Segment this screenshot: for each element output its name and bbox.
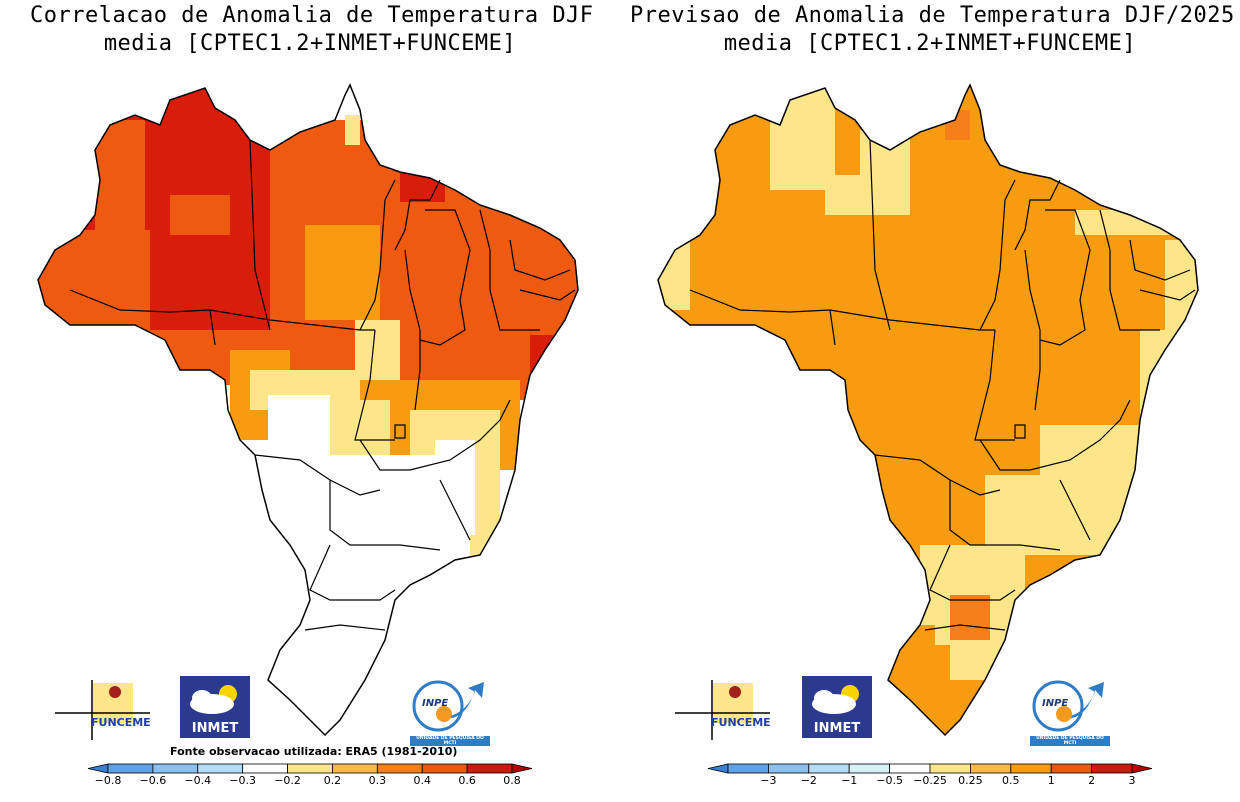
right-title-line2: media [CPTEC1.2+INMET+FUNCEME] (723, 31, 1137, 56)
inpe-label-right: INPE (1042, 698, 1069, 709)
left-colorbar-tick-label: 0.6 (458, 774, 476, 787)
right-map-title: Previsao de Anomalia de Temperatura DJF/… (630, 2, 1235, 58)
left-colorbar-tick-label: 0.8 (503, 774, 521, 787)
right-colorbar-tick-label: −0.5 (876, 774, 903, 787)
funceme-label-right: FUNCEME (711, 716, 771, 729)
left-colorbar-tick-label: −0.6 (140, 774, 167, 787)
right-colorbar-tick-label: 1 (1048, 774, 1055, 787)
inmet-logo-right: INMET (802, 676, 872, 738)
right-colorbar-swatch (889, 763, 931, 774)
right-colorbar-tick-label: −1 (841, 774, 857, 787)
inpe-label-left: INPE (422, 698, 449, 709)
right-colorbar-tick-label: 0.25 (958, 774, 983, 787)
inmet-label-right: INMET (813, 721, 861, 736)
left-map-title: Correlacao de Anomalia de Temperatura DJ… (30, 2, 594, 58)
right-colorbar-low-arrow (707, 763, 729, 774)
left-colorbar-tick-label: −0.8 (95, 774, 122, 787)
right-colorbar-tick-label: 0.5 (1002, 774, 1020, 787)
left-colorbar-tick-label: 0.3 (369, 774, 387, 787)
right-colorbar-swatch (1050, 763, 1093, 774)
right-colorbar-swatch (1010, 763, 1052, 774)
right-colorbar-swatch (727, 763, 769, 774)
right-colorbar-swatch (808, 763, 850, 774)
left-colorbar-tick-label: 0.4 (413, 774, 431, 787)
left-colorbar: −0.8 −0.6 −0.4 −0.3 −0.2 0.2 0.3 0.4 0.6 0.8 (87, 763, 533, 787)
right-colorbar-swatch (929, 763, 971, 774)
right-colorbar-swatch (1091, 763, 1133, 774)
funceme-logo-left: FUNCEME (55, 680, 151, 740)
right-colorbar-tick-label: −0.25 (913, 774, 947, 787)
inmet-label-left: INMET (191, 721, 239, 736)
right-colorbar-tick-label: 3 (1129, 774, 1136, 787)
right-title-line1: Previsao de Anomalia de Temperatura DJF/… (630, 3, 1235, 28)
right-colorbar-high-arrow (1131, 763, 1153, 774)
left-colorbar-swatch (287, 763, 333, 774)
inpe-sub-left: UNIDADE DE PESQUISA DO MCTI (410, 736, 490, 746)
left-colorbar-tick-label: −0.2 (274, 774, 301, 787)
left-colorbar-tick-label: −0.4 (184, 774, 211, 787)
inpe-logo-right: INPE UNIDADE DE PESQUISA DO MCTI (1030, 678, 1110, 746)
sun-cloud-icon (190, 685, 237, 714)
inpe-sub-right: UNIDADE DE PESQUISA DO MCTI (1030, 736, 1110, 746)
funceme-logo-right: FUNCEME (675, 680, 771, 740)
left-colorbar-swatch (152, 763, 199, 774)
inmet-logo-left: INMET (180, 676, 250, 738)
right-colorbar-swatch (767, 763, 810, 774)
left-colorbar-low-arrow (87, 763, 109, 774)
right-colorbar-swatch (969, 763, 1012, 774)
right-colorbar-tick-label: −3 (760, 774, 776, 787)
left-colorbar-tick-label: 0.2 (324, 774, 342, 787)
right-map (657, 84, 1199, 736)
left-title-line1: Correlacao de Anomalia de Temperatura DJ… (30, 3, 594, 28)
left-title-line2: media [CPTEC1.2+INMET+FUNCEME] (103, 31, 517, 56)
right-colorbar: −3 −2 −1 −0.5 −0.25 0.25 0.5 1 2 3 (707, 763, 1153, 787)
left-source-note: Fonte observacao utilizada: ERA5 (1981-2… (170, 745, 458, 758)
sun-cloud-icon (812, 685, 859, 714)
left-colorbar-swatch (242, 763, 288, 774)
left-colorbar-high-arrow (511, 763, 533, 774)
left-colorbar-swatch (466, 763, 513, 774)
left-colorbar-swatch (376, 763, 423, 774)
left-colorbar-swatch (197, 763, 244, 774)
left-colorbar-tick-label: −0.3 (229, 774, 256, 787)
left-colorbar-swatch (421, 763, 468, 774)
left-map (37, 84, 579, 736)
funceme-label-left: FUNCEME (91, 716, 151, 729)
right-colorbar-tick-label: −2 (801, 774, 817, 787)
right-colorbar-tick-label: 2 (1088, 774, 1095, 787)
left-colorbar-swatch (107, 763, 154, 774)
inpe-logo-left: INPE UNIDADE DE PESQUISA DO MCTI (410, 678, 490, 746)
left-colorbar-swatch (332, 763, 378, 774)
right-colorbar-swatch (848, 763, 890, 774)
